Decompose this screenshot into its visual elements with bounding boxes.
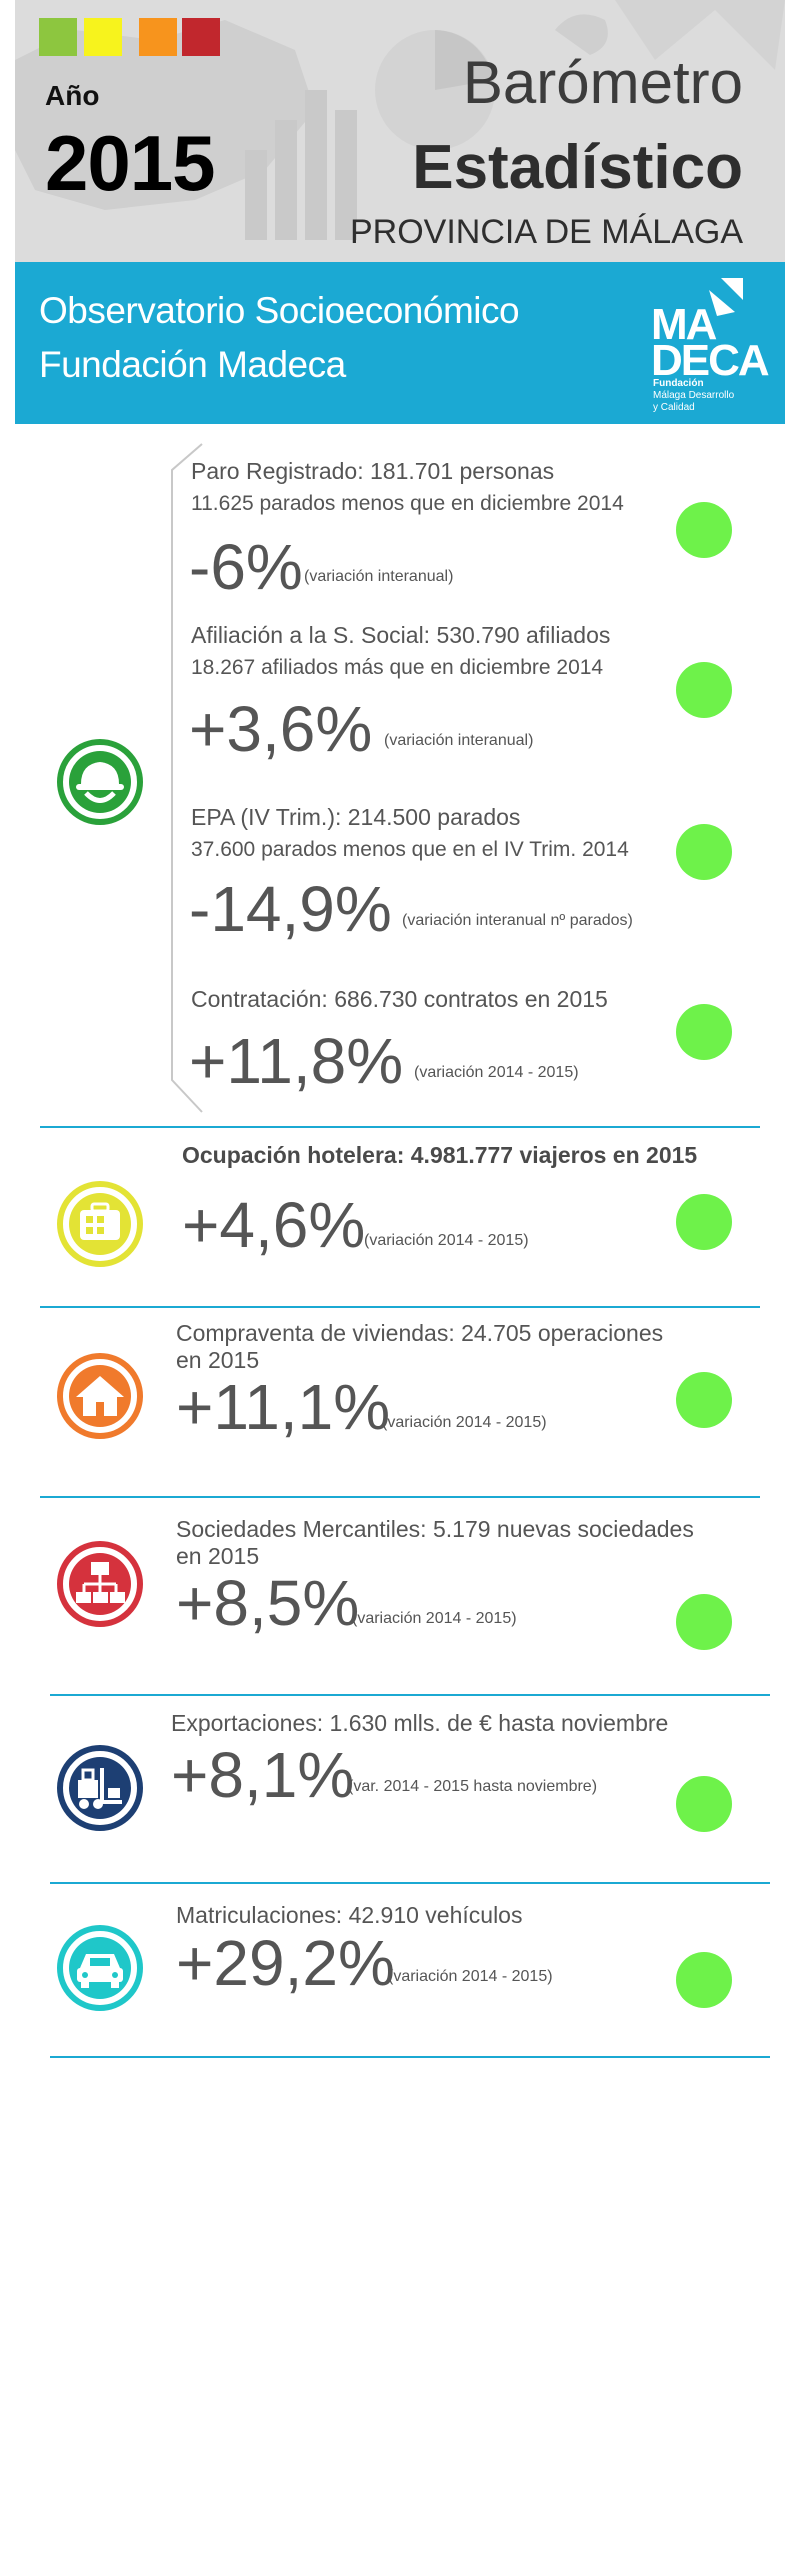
housing-title: Compraventa de viviendas: 24.705 operaci…: [176, 1320, 664, 1346]
afiliacion-detail: 18.267 afiliados más que en diciembre 20…: [191, 656, 604, 679]
separator-5: [50, 1882, 770, 1884]
year-value: 2015: [45, 119, 216, 207]
banner-line-1: Observatorio Socioeconómico: [39, 290, 520, 331]
exports-status-indicator: [676, 1776, 732, 1832]
epa-detail: 37.600 parados menos que en el IV Trim. …: [191, 838, 629, 861]
hotel-note: (variación 2014 - 2015): [364, 1232, 529, 1249]
map-background-decoration: [15, 0, 785, 240]
legend-orange-square: [139, 18, 177, 56]
vehicles-status-indicator: [676, 1952, 732, 2008]
contratacion-note: (variación 2014 - 2015): [414, 1064, 579, 1081]
logo-subtitle-3: y Calidad: [653, 402, 695, 413]
title-estadistico: Estadístico: [412, 133, 743, 202]
epa-title: EPA (IV Trim.): 214.500 parados: [191, 804, 521, 830]
logo-subtitle-1: Fundación: [653, 378, 704, 389]
contratacion-status-indicator: [676, 1004, 732, 1060]
year-label: Año: [45, 80, 100, 111]
banner-line-2: Fundación Madeca: [39, 344, 346, 385]
exports-note: (var. 2014 - 2015 hasta noviembre): [348, 1778, 598, 1795]
separator-2: [40, 1306, 760, 1308]
contratacion-value: +11,8%: [189, 1025, 404, 1097]
group-bracket: [171, 443, 203, 1113]
epa-status-indicator: [676, 824, 732, 880]
exports-value: +8,1%: [171, 1739, 355, 1811]
vehicles-value: +29,2%: [176, 1927, 395, 1999]
afiliacion-note: (variación interanual): [384, 732, 534, 749]
contratacion-title: Contratación: 686.730 contratos en 2015: [191, 986, 608, 1012]
paro-value: -6%: [189, 531, 303, 603]
housing-value: +11,1%: [176, 1371, 391, 1443]
afiliacion-value: +3,6%: [189, 693, 373, 765]
housing-title-line2: en 2015: [176, 1347, 260, 1373]
separator-3: [40, 1496, 760, 1498]
legend-green-square: [39, 18, 77, 56]
hotel-title: Ocupación hotelera: 4.981.777 viajeros e…: [182, 1142, 698, 1168]
paro-title: Paro Registrado: 181.701 personas: [191, 458, 555, 484]
paro-status-indicator: [676, 502, 732, 558]
housing-status-indicator: [676, 1372, 732, 1428]
logo-subtitle-2: Málaga Desarrollo: [653, 390, 735, 401]
observatorio-banner: Observatorio Socioeconómico Fundación Ma…: [15, 262, 785, 424]
companies-status-indicator: [676, 1594, 732, 1650]
vehicles-title: Matriculaciones: 42.910 vehículos: [176, 1902, 523, 1928]
hotel-status-indicator: [676, 1194, 732, 1250]
epa-value: -14,9%: [189, 873, 392, 945]
exports-title: Exportaciones: 1.630 mlls. de € hasta no…: [171, 1710, 669, 1736]
logo-text-ma: MA: [651, 300, 717, 349]
vehicles-note: (variación 2014 - 2015): [388, 1968, 553, 1985]
companies-title-line2: en 2015: [176, 1543, 260, 1569]
title-barometro: Barómetro: [462, 49, 743, 116]
house-icon: [56, 1352, 144, 1440]
worker-helmet-icon: [56, 738, 144, 826]
paro-detail: 11.625 parados menos que en diciembre 20…: [191, 492, 624, 515]
separator-1: [40, 1126, 760, 1128]
title-province: PROVINCIA DE MÁLAGA: [350, 213, 743, 251]
separator-6: [50, 2056, 770, 2058]
forklift-icon: [56, 1744, 144, 1832]
org-chart-icon: [56, 1540, 144, 1628]
suitcase-icon: [56, 1180, 144, 1268]
header: Año 2015 Barómetro Estadístico PROVINCIA…: [15, 0, 785, 262]
legend-red-square: [182, 18, 220, 56]
separator-4: [50, 1694, 770, 1696]
companies-value: +8,5%: [176, 1567, 360, 1639]
housing-note: (variación 2014 - 2015): [382, 1414, 547, 1431]
legend-yellow-square: [84, 18, 122, 56]
madeca-logo: MA DECA Fundación Málaga Desarrollo y Ca…: [643, 270, 770, 418]
companies-note: (variación 2014 - 2015): [352, 1610, 517, 1627]
car-icon: [56, 1924, 144, 2012]
paro-note: (variación interanual): [304, 568, 454, 585]
madeca-logo-mark: [709, 278, 743, 316]
hotel-value: +4,6%: [182, 1189, 366, 1261]
afiliacion-title: Afiliación a la S. Social: 530.790 afili…: [191, 622, 611, 648]
companies-title: Sociedades Mercantiles: 5.179 nuevas soc…: [176, 1516, 694, 1542]
logo-text-deca: DECA: [651, 336, 770, 385]
afiliacion-status-indicator: [676, 662, 732, 718]
epa-note: (variación interanual nº parados): [402, 912, 633, 929]
